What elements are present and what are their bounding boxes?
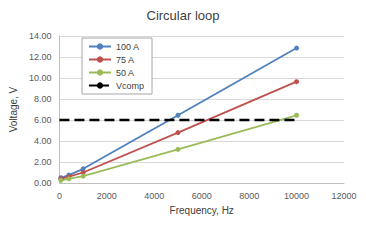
- svg-text:6.00: 6.00: [34, 115, 52, 125]
- svg-text:4000: 4000: [144, 191, 164, 201]
- svg-text:14.00: 14.00: [29, 31, 52, 41]
- svg-text:12.00: 12.00: [29, 52, 52, 62]
- svg-text:50 A: 50 A: [116, 68, 134, 78]
- svg-text:0: 0: [57, 191, 62, 201]
- svg-text:6000: 6000: [192, 191, 212, 201]
- svg-text:75 A: 75 A: [116, 55, 134, 65]
- svg-text:Vcomp: Vcomp: [116, 81, 144, 91]
- svg-text:2000: 2000: [97, 191, 117, 201]
- svg-text:Circular loop: Circular loop: [147, 8, 220, 23]
- svg-text:Frequency, Hz: Frequency, Hz: [170, 205, 234, 216]
- svg-text:100 A: 100 A: [116, 42, 139, 52]
- svg-text:8.00: 8.00: [34, 94, 52, 104]
- svg-text:10000: 10000: [284, 191, 309, 201]
- svg-text:12000: 12000: [331, 191, 356, 201]
- svg-text:8000: 8000: [239, 191, 259, 201]
- svg-text:10.00: 10.00: [29, 73, 52, 83]
- svg-text:0.00: 0.00: [34, 178, 52, 188]
- svg-text:Voltage, V: Voltage, V: [8, 86, 19, 132]
- svg-text:4.00: 4.00: [34, 136, 52, 146]
- svg-text:2.00: 2.00: [34, 157, 52, 167]
